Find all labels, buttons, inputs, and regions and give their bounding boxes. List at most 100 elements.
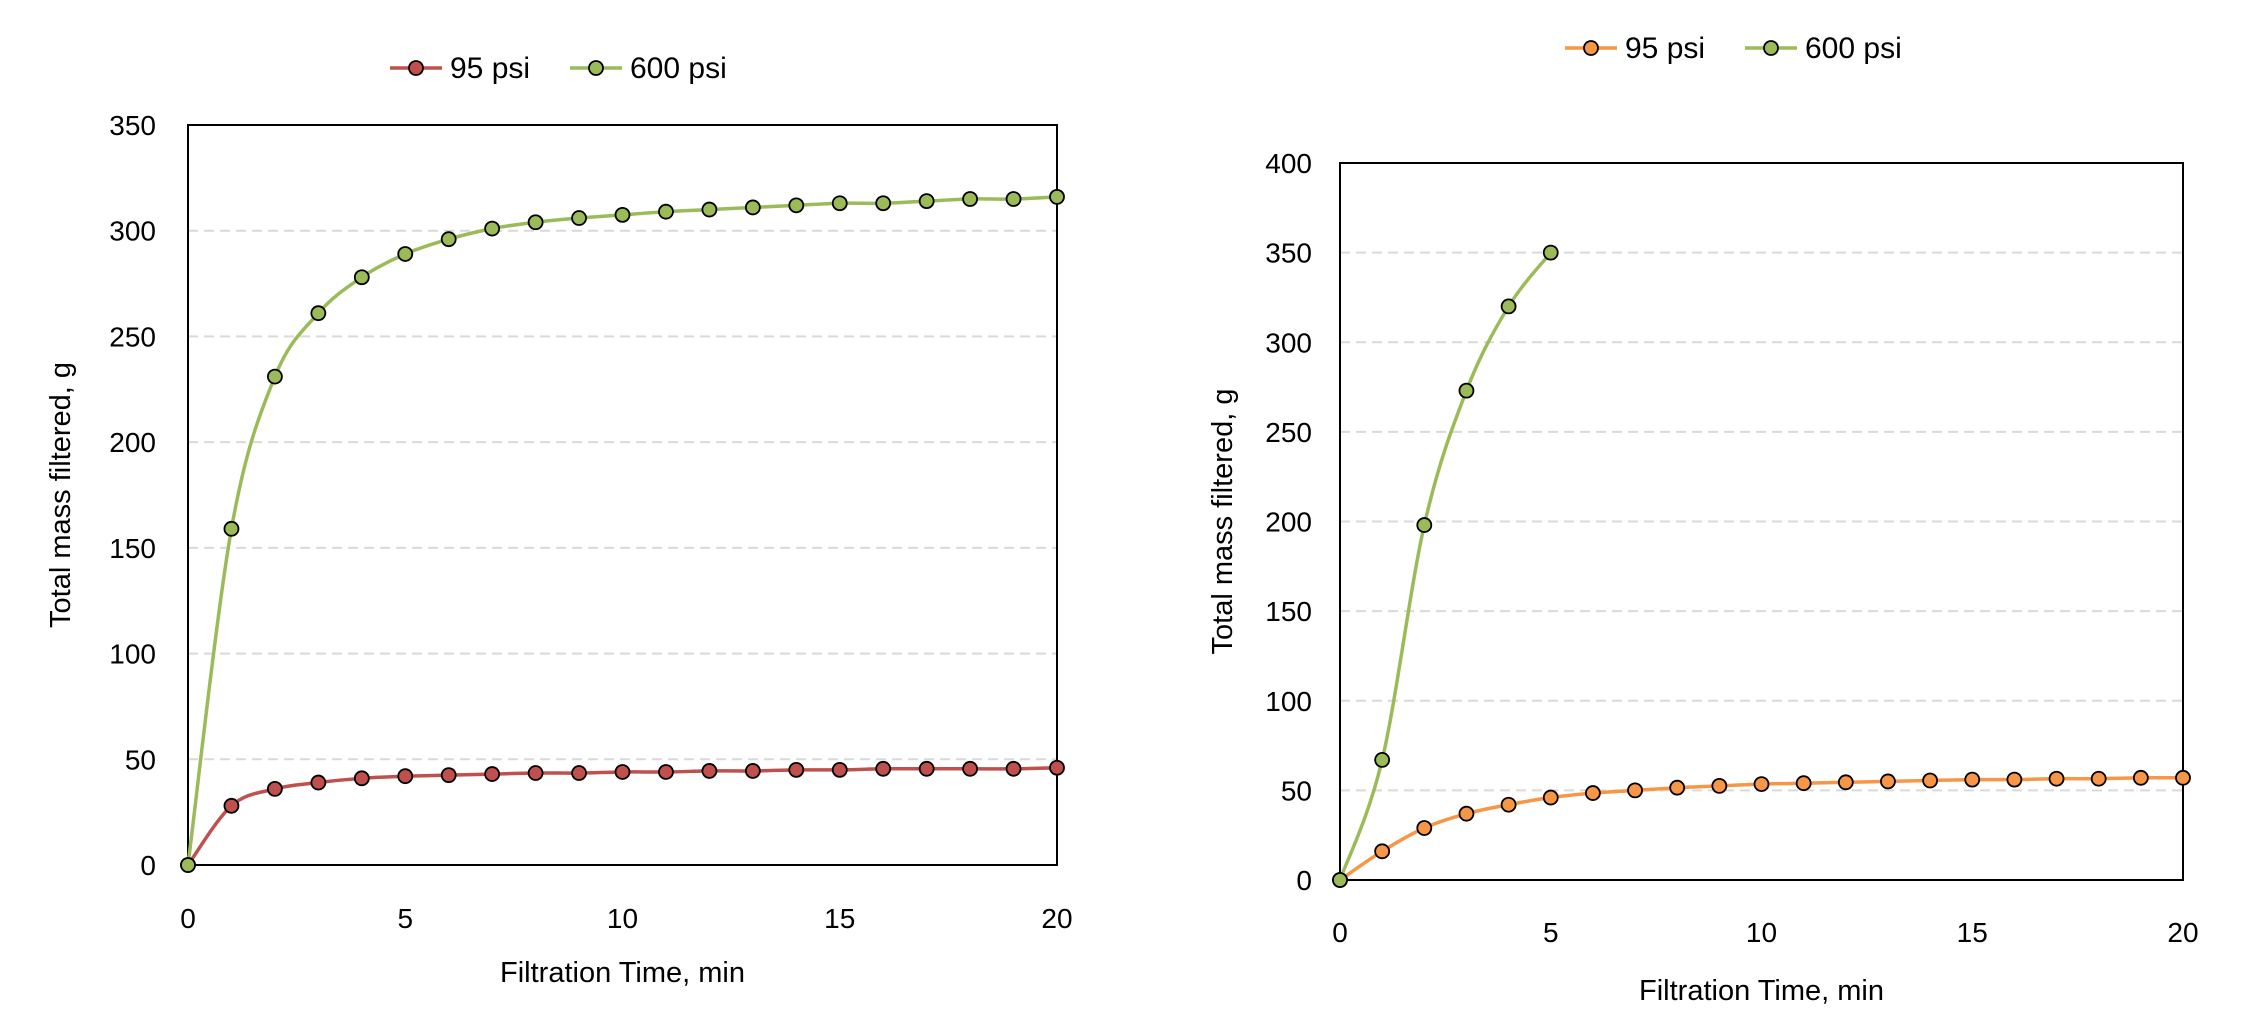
x-tick-label: 5: [397, 903, 413, 934]
data-point: [1005, 191, 1022, 207]
data-point: [310, 305, 327, 322]
data-point: [1500, 298, 1517, 315]
data-point: [875, 195, 892, 212]
y-tick-label: 400: [1265, 148, 1312, 179]
data-point: [962, 191, 978, 207]
chart-right: 0 50 100 150 200 250 300 350 400 0 5 10 15 20 Filtrati…: [1207, 32, 2199, 1007]
data-point: [788, 761, 805, 778]
y-tick-label: 50: [125, 744, 156, 775]
data-point: [1458, 382, 1475, 399]
data-point: [310, 774, 327, 791]
y-tick-label: 300: [1265, 327, 1312, 358]
data-point: [2132, 769, 2149, 786]
data-point: [1922, 772, 1938, 789]
data-point: [962, 760, 978, 777]
y-tick-label: 250: [109, 321, 156, 352]
y-tick-label: 250: [1265, 417, 1312, 448]
y-tick-label: 150: [1265, 596, 1312, 627]
x-tick-label: 20: [1041, 903, 1072, 934]
data-point: [571, 765, 587, 781]
data-point: [701, 201, 718, 218]
data-point: [223, 797, 240, 814]
data-point: [1795, 775, 1812, 792]
data-point: [527, 765, 544, 781]
x-axis-title: Filtration Time, min: [500, 957, 745, 989]
data-point: [744, 199, 761, 216]
y-axis-title: Total mass filtered, g: [1207, 389, 1239, 655]
data-point: [1627, 782, 1643, 799]
data-point: [1416, 820, 1433, 836]
data-point: [484, 766, 501, 782]
y-tick-label: 0: [140, 850, 156, 881]
data-point: [1374, 843, 1391, 860]
data-point: [2090, 770, 2107, 787]
data-point: [1880, 773, 1896, 790]
data-point: [1669, 779, 1686, 796]
data-point: [2006, 771, 2023, 788]
data-point: [1332, 872, 1348, 888]
data-point: [1005, 760, 1022, 777]
data-point: [180, 857, 196, 873]
legend-marker: [588, 60, 604, 76]
data-point: [1837, 774, 1854, 791]
data-point: [440, 231, 457, 248]
x-tick-label: 15: [1957, 917, 1988, 948]
x-axis-title: Filtration Time, min: [1639, 975, 1884, 1007]
data-point: [266, 780, 283, 797]
y-tick-label: 0: [1296, 865, 1312, 896]
y-tick-label: 150: [109, 533, 156, 564]
x-tick-label: 0: [180, 903, 196, 934]
data-point: [744, 763, 761, 779]
data-point: [614, 764, 631, 780]
data-point: [1049, 759, 1065, 776]
y-tick-label: 200: [109, 427, 156, 458]
data-point: [658, 764, 674, 780]
plot-area-frame: [1339, 162, 2184, 881]
data-point: [614, 206, 631, 223]
data-point: [701, 763, 718, 779]
data-point: [1542, 789, 1559, 806]
y-tick-label: 350: [1265, 238, 1312, 269]
legend-label: 95 psi: [450, 52, 530, 85]
data-point: [1711, 777, 1728, 794]
y-tick-label: 300: [109, 216, 156, 247]
series-line-600-psi: [1338, 251, 1553, 881]
data-point: [571, 210, 587, 226]
series-line-95-psi: [1339, 776, 2184, 882]
legend-label: 600 psi: [1805, 32, 1902, 65]
y-tick-label: 100: [1265, 686, 1312, 717]
legend-label: 600 psi: [630, 52, 727, 85]
x-tick-label: 10: [1746, 917, 1777, 948]
data-point: [1416, 517, 1433, 533]
data-point: [1374, 752, 1391, 768]
data-point: [831, 761, 848, 778]
data-point: [397, 246, 414, 262]
x-tick-label: 15: [824, 903, 855, 934]
data-point: [1458, 805, 1475, 822]
data-point: [353, 269, 370, 286]
data-point: [831, 195, 848, 212]
data-point: [484, 220, 501, 237]
chart-left: 0 50 100 150 200 250 300 350 0 5 10 15 20 Filtration …: [45, 52, 1073, 989]
data-point: [1049, 188, 1065, 205]
data-point: [918, 760, 935, 777]
y-tick-label: 50: [1281, 775, 1312, 806]
legend-label: 95 psi: [1625, 32, 1705, 65]
data-point: [658, 203, 674, 220]
data-point: [223, 520, 240, 537]
y-axis-title: Total mass filtered, g: [45, 362, 77, 628]
data-point: [1500, 796, 1517, 813]
data-point: [918, 193, 935, 210]
y-tick-label: 350: [109, 110, 156, 141]
x-tick-label: 5: [1543, 917, 1559, 948]
y-tick-label: 200: [1265, 507, 1312, 538]
legend-marker: [408, 60, 424, 76]
x-tick-label: 20: [2167, 917, 2198, 948]
data-point: [2175, 769, 2191, 786]
data-point: [527, 214, 544, 231]
y-tick-label: 100: [109, 639, 156, 670]
data-point: [788, 197, 805, 214]
x-tick-label: 0: [1332, 917, 1348, 948]
data-point: [1542, 244, 1559, 261]
